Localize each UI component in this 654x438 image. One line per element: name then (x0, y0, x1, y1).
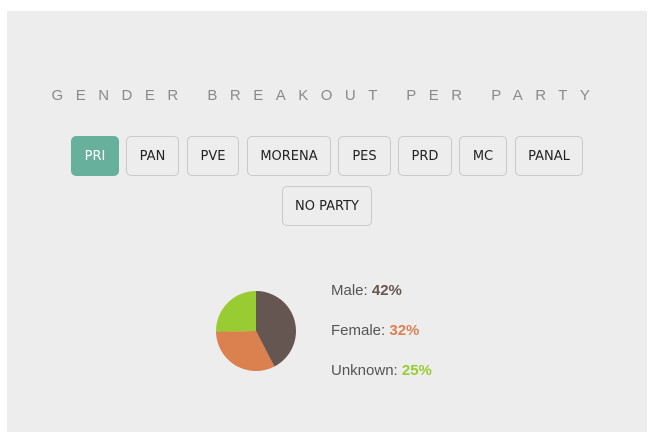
pie-slice-female (216, 331, 275, 371)
party-button-mc[interactable]: MC (459, 136, 507, 176)
gender-pie-chart (216, 291, 296, 371)
legend-value-male: 42% (371, 282, 402, 299)
party-button-pes[interactable]: PES (338, 136, 391, 176)
legend-male: Male: 42% (331, 282, 402, 299)
legend-unknown: Unknown: 25% (331, 362, 432, 379)
gender-breakout-panel: GENDER BREAKOUT PER PARTY PRI PAN PVE MO… (7, 11, 647, 432)
party-button-morena[interactable]: MORENA (247, 136, 331, 176)
party-button-panal[interactable]: PANAL (515, 136, 583, 176)
legend-label-female: Female: (331, 322, 386, 339)
party-button-prd[interactable]: PRD (398, 136, 452, 176)
legend-label-male: Male: (331, 282, 368, 299)
legend-value-unknown: 25% (401, 362, 432, 379)
party-button-pri[interactable]: PRI (71, 136, 119, 176)
party-button-pve[interactable]: PVE (187, 136, 239, 176)
chart-title: GENDER BREAKOUT PER PARTY (51, 87, 603, 104)
legend-label-unknown: Unknown: (331, 362, 398, 379)
party-button-no-party[interactable]: NO PARTY (282, 186, 372, 226)
pie-slice-unknown (216, 291, 256, 332)
legend-value-female: 32% (389, 322, 420, 339)
legend-female: Female: 32% (331, 322, 419, 339)
pie-slice-male (256, 291, 296, 367)
party-button-pan[interactable]: PAN (126, 136, 179, 176)
